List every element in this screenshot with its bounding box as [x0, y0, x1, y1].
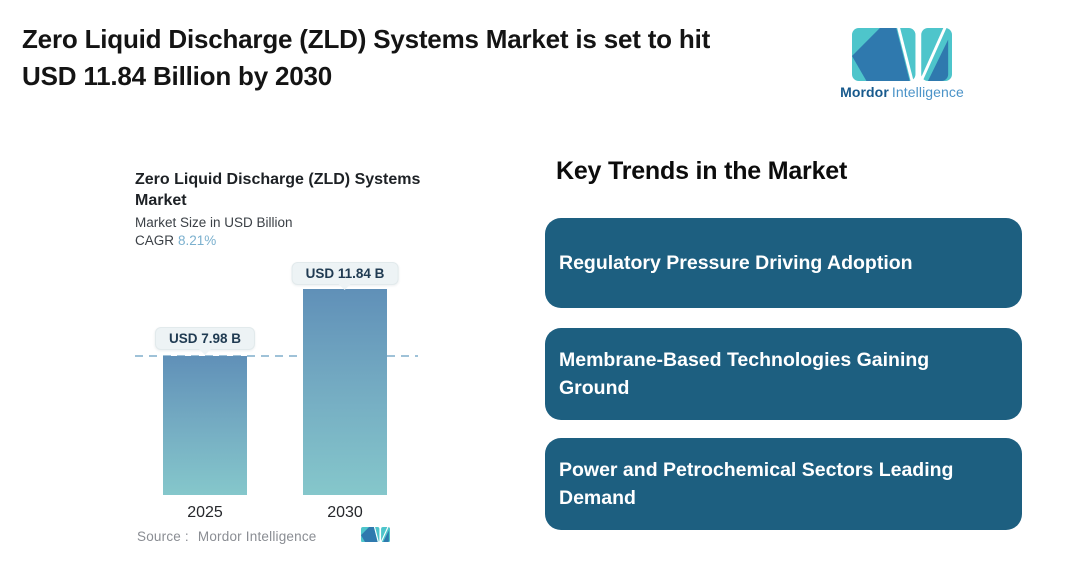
bar-value-tooltip-2025: USD 7.98 B	[154, 327, 256, 355]
chart-subtitle: Market Size in USD Billion	[135, 215, 293, 230]
brand-name-light: Intelligence	[891, 84, 964, 100]
cagr-value: 8.21%	[178, 233, 217, 248]
cagr-label: CAGR	[135, 233, 175, 248]
source-label: Source :	[137, 529, 189, 544]
chart-cagr: CAGR 8.21%	[135, 233, 216, 248]
mordor-logo-icon	[852, 28, 952, 81]
page-title: Zero Liquid Discharge (ZLD) Systems Mark…	[22, 21, 812, 95]
mordor-logo-mini-icon	[361, 526, 390, 547]
bar-value-tooltip-2030: USD 11.84 B	[291, 262, 399, 290]
trend-card-label: Power and Petrochemical Sectors Leading …	[559, 459, 954, 509]
brand-name-bold: Mordor	[840, 84, 889, 100]
bar-2025	[163, 356, 247, 495]
axis-label-2025: 2025	[187, 504, 223, 521]
chart-title-line1: Zero Liquid Discharge (ZLD) Systems	[135, 171, 421, 188]
reference-dashed-line	[135, 355, 418, 357]
trend-card-label: Membrane-Based Technologies Gaining Grou…	[559, 349, 930, 399]
bar-2030	[303, 289, 387, 495]
chart-title-line2: Market	[135, 192, 187, 209]
source-attribution: Source : Mordor Intelligence	[137, 529, 317, 544]
trend-card-power-petrochemical: Power and Petrochemical Sectors Leading …	[545, 438, 1022, 530]
trend-card-label: Regulatory Pressure Driving Adoption	[559, 252, 913, 274]
page-title-line1: Zero Liquid Discharge (ZLD) Systems Mark…	[22, 24, 711, 54]
brand-name: Mordor Intelligence	[838, 84, 966, 100]
chart-title: Zero Liquid Discharge (ZLD) Systems Mark…	[135, 169, 455, 211]
trend-card-membrane-technologies: Membrane-Based Technologies Gaining Grou…	[545, 328, 1022, 420]
page-title-line2: USD 11.84 Billion by 2030	[22, 61, 333, 91]
axis-label-2030: 2030	[327, 504, 363, 521]
bar-chart: USD 7.98 B USD 11.84 B 2025 2030	[135, 258, 435, 558]
trend-card-regulatory-pressure: Regulatory Pressure Driving Adoption	[545, 218, 1022, 308]
source-value: Mordor Intelligence	[197, 529, 317, 544]
mordor-intelligence-logo: Mordor Intelligence	[838, 28, 966, 100]
trends-section-heading: Key Trends in the Market	[556, 157, 848, 185]
